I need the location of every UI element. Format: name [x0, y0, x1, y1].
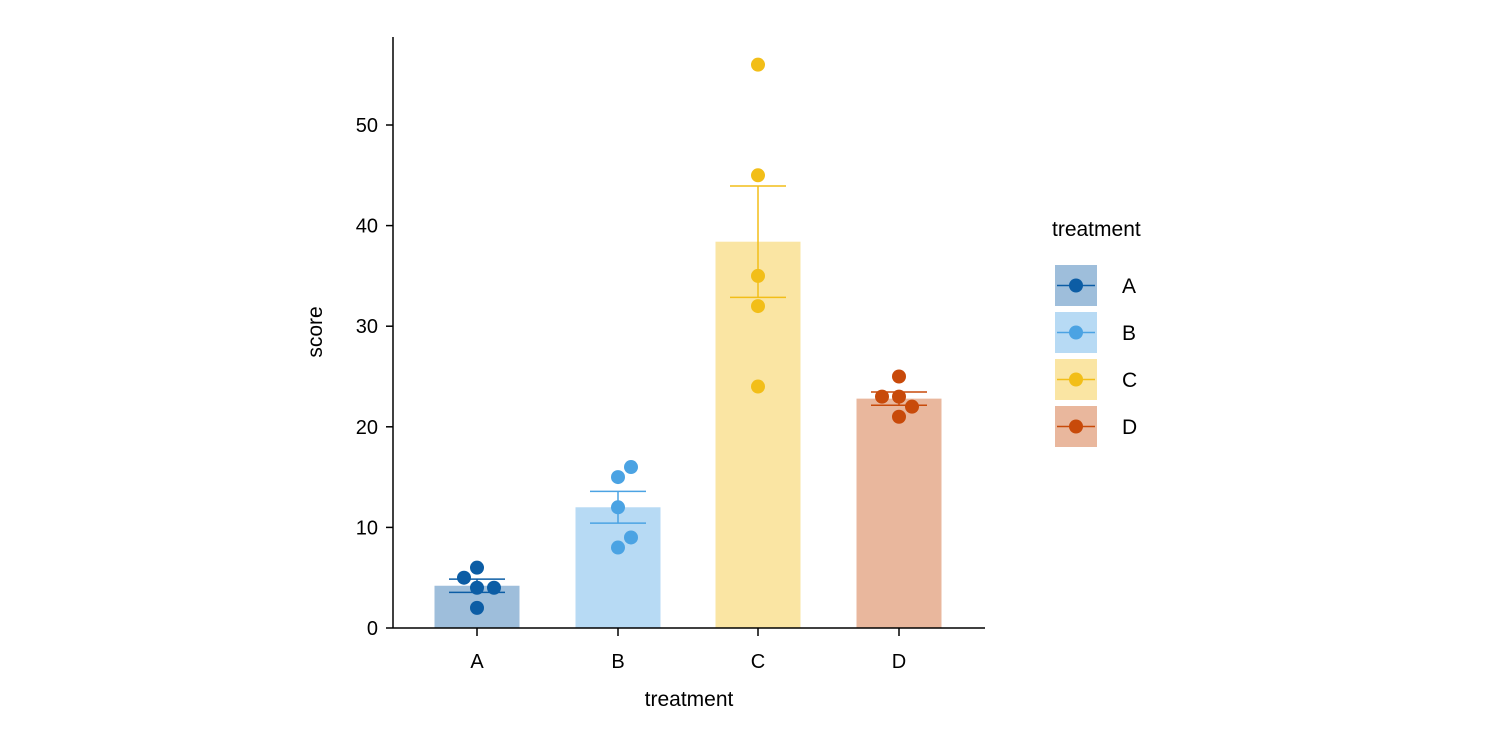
legend-title: treatment	[1052, 218, 1141, 241]
y-tick-label: 40	[356, 216, 378, 238]
point-D	[892, 409, 906, 424]
point-B	[624, 460, 638, 475]
bars-layer	[434, 241, 942, 629]
point-B	[611, 470, 625, 485]
legend: treatment A B C D	[1052, 218, 1141, 447]
legend-marker-B	[1069, 325, 1083, 340]
point-D	[875, 389, 889, 404]
legend-marker-A	[1069, 278, 1083, 293]
y-ticks: 0 10 20 30 40 50	[356, 115, 393, 640]
point-C	[751, 268, 765, 283]
bar-B	[575, 507, 661, 628]
x-tick-label: C	[751, 651, 765, 673]
legend-marker-D	[1069, 419, 1083, 434]
y-tick-label: 0	[367, 618, 378, 640]
y-tick-label: 30	[356, 316, 378, 338]
legend-label-D: D	[1122, 416, 1137, 439]
point-C	[751, 379, 765, 394]
y-tick-label: 20	[356, 417, 378, 439]
legend-marker-C	[1069, 372, 1083, 387]
point-C	[751, 57, 765, 72]
point-C	[751, 299, 765, 314]
point-A	[487, 580, 501, 595]
point-B	[611, 540, 625, 555]
bar-D	[856, 398, 942, 628]
point-A	[457, 570, 471, 585]
points-layer	[457, 57, 919, 615]
x-tick-label: B	[611, 651, 624, 673]
legend-label-C: C	[1122, 369, 1137, 392]
legend-label-B: B	[1122, 322, 1136, 345]
point-D	[892, 369, 906, 384]
x-tick-label: D	[892, 651, 906, 673]
errorbars-layer	[449, 185, 927, 594]
point-B	[611, 500, 625, 515]
y-tick-label: 10	[356, 517, 378, 539]
point-D	[892, 389, 906, 404]
point-D	[905, 399, 919, 414]
point-A	[470, 600, 484, 615]
legend-label-A: A	[1122, 275, 1136, 298]
point-B	[624, 530, 638, 545]
y-axis-label: score	[304, 306, 327, 357]
point-A	[470, 560, 484, 575]
x-ticks: A B C D	[470, 628, 906, 673]
y-tick-label: 50	[356, 115, 378, 137]
x-tick-label: A	[470, 651, 484, 673]
point-C	[751, 168, 765, 183]
x-axis-label: treatment	[645, 688, 734, 711]
point-A	[470, 580, 484, 595]
